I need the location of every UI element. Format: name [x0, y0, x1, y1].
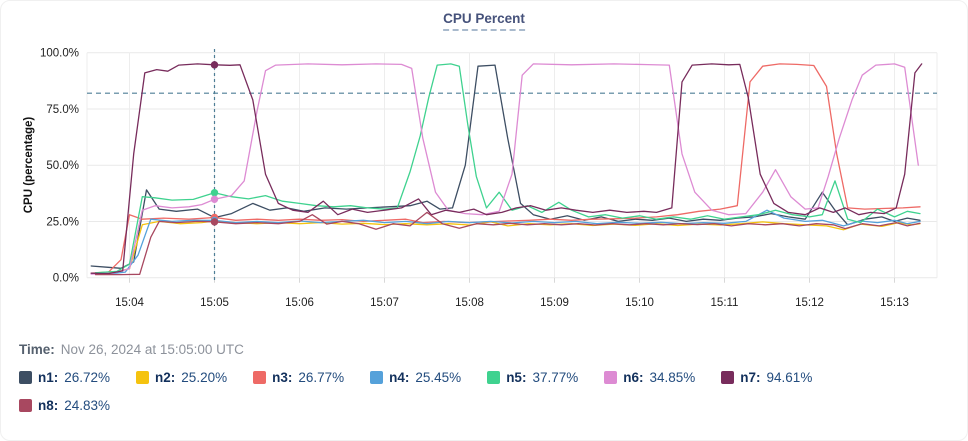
- legend-name-n6: n6:: [623, 370, 644, 385]
- legend-value-n7: 94.61%: [766, 370, 813, 385]
- chart-title[interactable]: CPU Percent: [443, 11, 525, 31]
- y-axis-title: CPU (percentage): [23, 117, 35, 214]
- legend-name-n5: n5:: [506, 370, 527, 385]
- x-tick-label: 15:13: [880, 297, 909, 309]
- legend-value-n8: 24.83%: [64, 398, 111, 413]
- time-value: Nov 26, 2024 at 15:05:00 UTC: [60, 342, 244, 357]
- legend-swatch-n4: [370, 371, 384, 384]
- legend-row-1: n1: 26.72% n2: 25.20% n3: 26.77% n4: 25.45% n5: 3…: [19, 370, 812, 385]
- series-line-n6[interactable]: [90, 63, 919, 275]
- series-line-n5[interactable]: [94, 63, 921, 274]
- series-line-n7[interactable]: [90, 63, 923, 275]
- x-tick-label: 15:06: [285, 297, 314, 309]
- x-tick-label: 15:12: [795, 297, 824, 309]
- y-tick-label: 0.0%: [53, 273, 79, 285]
- x-tick-label: 15:07: [370, 297, 399, 309]
- legend-item-n8[interactable]: n8: 24.83%: [19, 398, 110, 413]
- legend-swatch-n6: [604, 371, 618, 384]
- y-tick-label: 100.0%: [40, 48, 79, 60]
- x-tick-label: 15:11: [711, 297, 739, 309]
- legend-item-n5[interactable]: n5: 37.77%: [487, 370, 578, 385]
- y-tick-label: 75.0%: [46, 104, 79, 116]
- legend-item-n7[interactable]: n7: 94.61%: [721, 370, 812, 385]
- legend-row-2: n8: 24.83%: [19, 398, 110, 413]
- crosshair-time-readout: Time: Nov 26, 2024 at 15:05:00 UTC: [19, 342, 244, 357]
- legend-swatch-n1: [19, 371, 32, 384]
- legend-value-n2: 25.20%: [181, 370, 228, 385]
- y-tick-label: 25.0%: [46, 216, 79, 228]
- legend-item-n3[interactable]: n3: 26.77%: [253, 370, 344, 385]
- x-tick-label: 15:04: [115, 297, 144, 309]
- legend-name-n8: n8:: [38, 398, 59, 413]
- series-line-n8[interactable]: [94, 211, 921, 276]
- legend-swatch-n2: [136, 371, 150, 384]
- series-line-n4[interactable]: [94, 209, 921, 275]
- legend-value-n5: 37.77%: [532, 370, 579, 385]
- legend-name-n1: n1:: [38, 370, 59, 385]
- legend-item-n2[interactable]: n2: 25.20%: [136, 370, 227, 385]
- time-label: Time:: [19, 342, 55, 357]
- legend-value-n6: 34.85%: [649, 370, 696, 385]
- x-tick-label: 15:10: [625, 297, 654, 309]
- series-line-n2[interactable]: [94, 220, 921, 274]
- crosshair-marker-n7: [210, 61, 219, 69]
- legend-value-n1: 26.72%: [64, 370, 111, 385]
- crosshair-marker-n6: [210, 195, 219, 203]
- series-line-n1[interactable]: [90, 64, 921, 269]
- legend-item-n6[interactable]: n6: 34.85%: [604, 370, 695, 385]
- x-tick-label: 15:05: [200, 297, 229, 309]
- legend-swatch-n5: [487, 371, 501, 384]
- legend-name-n3: n3:: [272, 370, 293, 385]
- series-line-n3[interactable]: [90, 63, 921, 274]
- legend-value-n4: 25.45%: [415, 370, 462, 385]
- legend-swatch-n7: [721, 371, 735, 384]
- legend-name-n7: n7:: [740, 370, 761, 385]
- legend-item-n4[interactable]: n4: 25.45%: [370, 370, 461, 385]
- cpu-line-chart[interactable]: 15:04 15:05 15:06 15:07 15:08 15:09 15:10 15:11…: [1, 1, 968, 331]
- legend-name-n4: n4:: [389, 370, 410, 385]
- y-tick-label: 50.0%: [46, 160, 79, 172]
- x-tick-label: 15:09: [540, 297, 569, 309]
- legend-swatch-n8: [19, 399, 32, 412]
- legend-name-n2: n2:: [155, 370, 176, 385]
- legend-item-n1[interactable]: n1: 26.72%: [19, 370, 110, 385]
- legend-value-n3: 26.77%: [298, 370, 345, 385]
- crosshair-marker-n5: [210, 189, 219, 197]
- legend-swatch-n3: [253, 371, 267, 384]
- x-tick-label: 15:08: [455, 297, 484, 309]
- crosshair-marker-n8: [210, 218, 219, 226]
